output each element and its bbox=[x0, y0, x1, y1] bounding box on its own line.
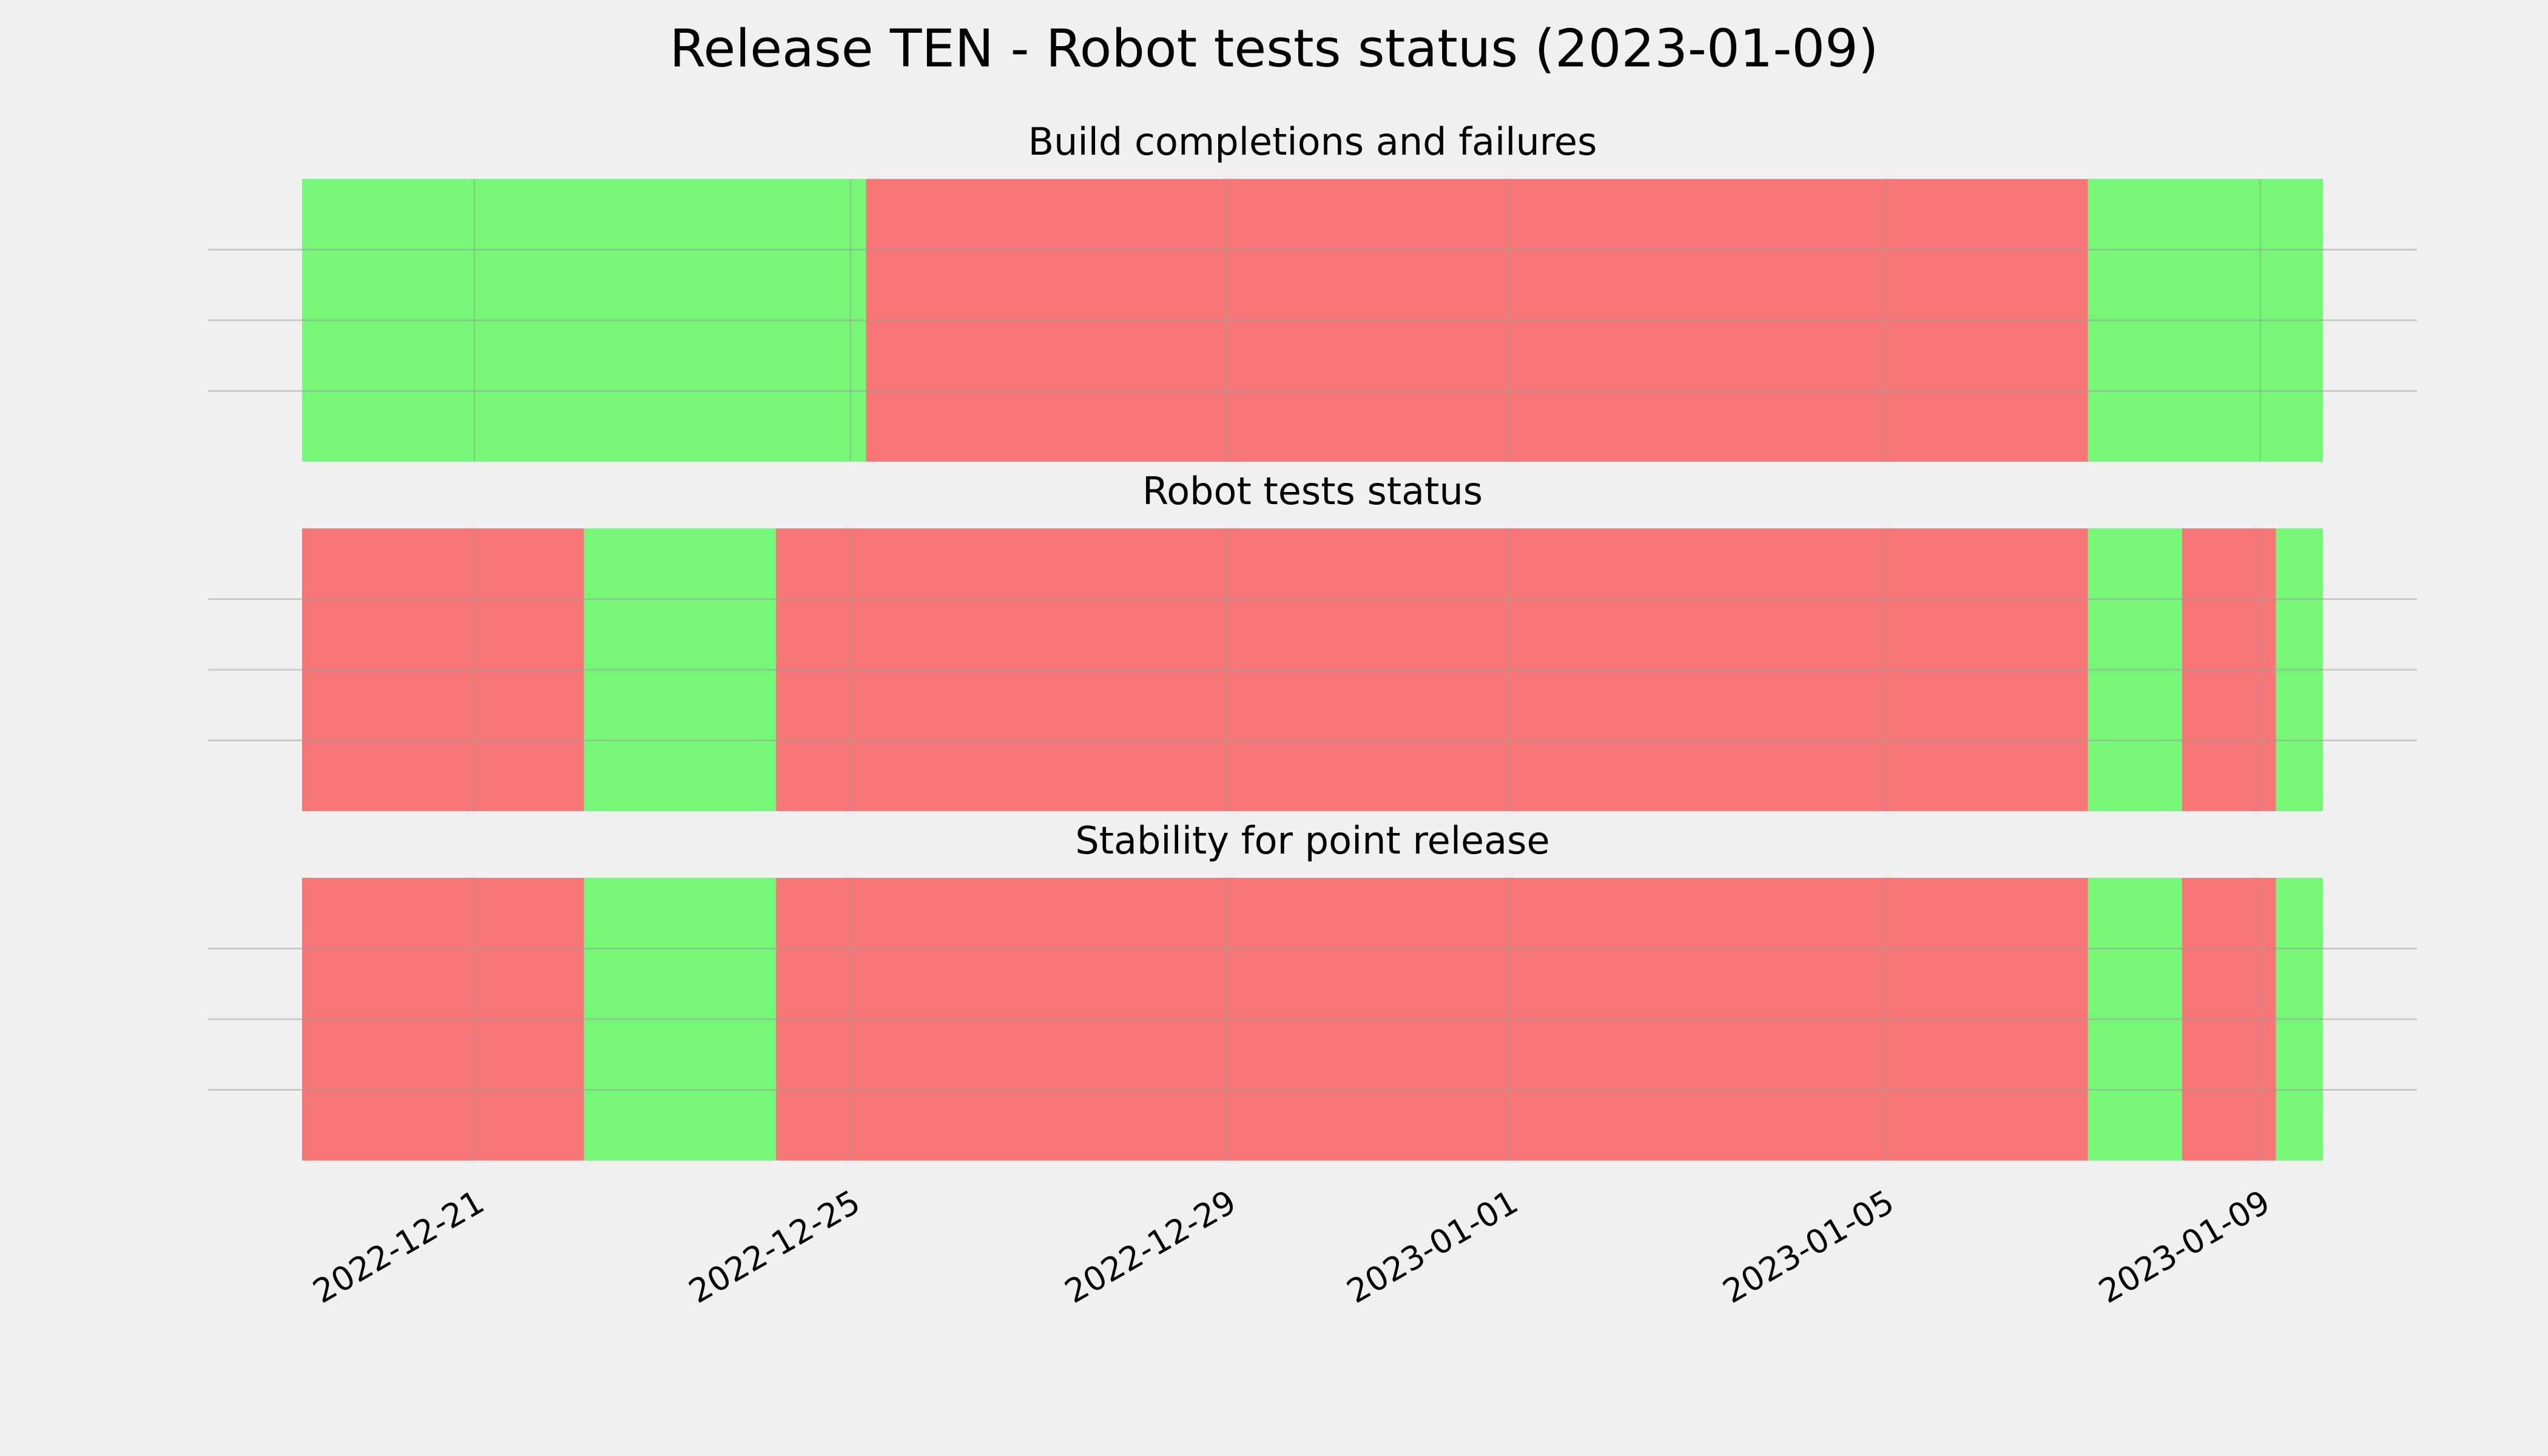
status-span bbox=[2088, 179, 2324, 462]
status-span bbox=[866, 179, 2088, 462]
status-span bbox=[302, 528, 584, 811]
status-span bbox=[584, 878, 777, 1161]
status-span bbox=[776, 878, 2088, 1161]
panel-title: Stability for point release bbox=[1075, 818, 1549, 863]
status-span bbox=[2276, 528, 2324, 811]
panel-title: Build completions and failures bbox=[1028, 120, 1597, 164]
panel-title: Robot tests status bbox=[1142, 469, 1483, 513]
status-span bbox=[776, 528, 2088, 811]
status-span bbox=[2088, 528, 2182, 811]
status-span bbox=[584, 528, 777, 811]
status-span bbox=[2088, 878, 2182, 1161]
figure-title: Release TEN - Robot tests status (2023-0… bbox=[670, 18, 1879, 79]
status-span bbox=[2182, 528, 2276, 811]
status-span bbox=[302, 878, 584, 1161]
status-span bbox=[2182, 878, 2276, 1161]
status-span bbox=[2276, 878, 2324, 1161]
status-span bbox=[302, 179, 866, 462]
